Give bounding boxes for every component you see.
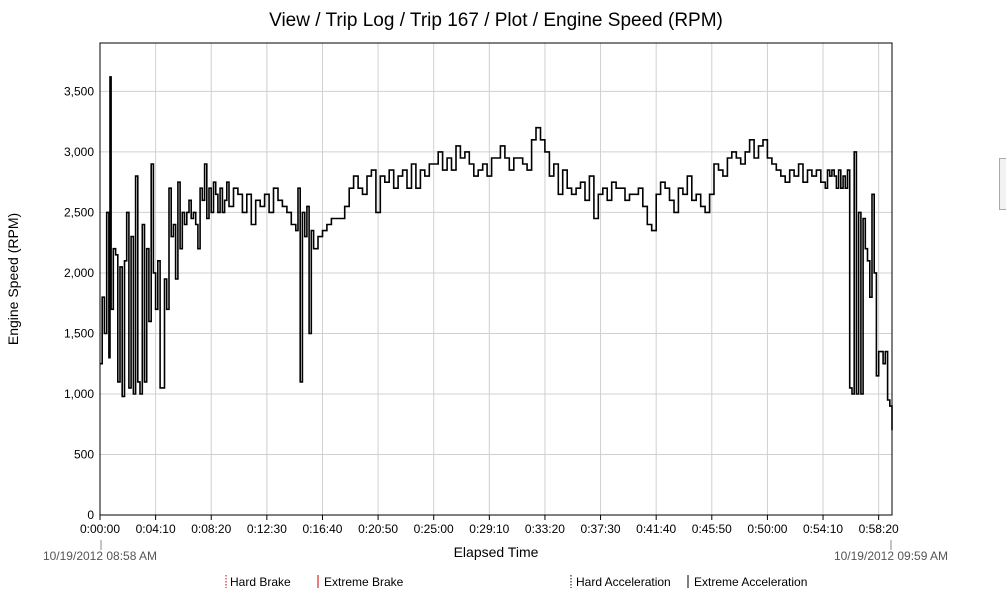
series-line-0 — [100, 76, 893, 431]
start-time-stamp: 10/19/2012 08:58 AM — [43, 549, 157, 563]
x-tick-label: 0:33:20 — [525, 522, 565, 536]
x-tick-label: 0:50:00 — [747, 522, 787, 536]
x-tick-label: 0:12:30 — [247, 522, 287, 536]
x-tick-label: 0:41:40 — [636, 522, 676, 536]
plot-border — [99, 42, 893, 516]
x-tick-label: 0:20:50 — [358, 522, 398, 536]
legend-item-hard-brake: Hard Brake — [225, 575, 291, 589]
legend-item-extreme-acceleration: Extreme Acceleration — [687, 575, 807, 589]
y-tick-label: 0 — [87, 508, 94, 522]
y-tick-label: 3,500 — [64, 84, 94, 98]
x-tick-label: 0:08:20 — [191, 522, 231, 536]
legend: Hard Brake Extreme Brake Hard Accelerati… — [225, 575, 807, 589]
x-tick-label: 0:58:20 — [859, 522, 899, 536]
y-tick-label: 2,000 — [64, 266, 94, 280]
legend-item-extreme-brake: Extreme Brake — [317, 575, 404, 589]
x-tick-label: 0:16:40 — [302, 522, 342, 536]
x-tick-label: 0:29:10 — [469, 522, 509, 536]
x-tick-label: 0:04:10 — [136, 522, 176, 536]
series-group — [100, 76, 893, 431]
scrollbar[interactable] — [999, 158, 1006, 210]
y-tick-label: 500 — [74, 447, 94, 461]
chart-title: View / Trip Log / Trip 167 / Plot / Engi… — [269, 10, 723, 31]
end-time-stamp: 10/19/2012 09:59 AM — [834, 549, 948, 563]
grid-lines — [100, 43, 892, 515]
y-axis-ticks: 0 500 1,000 1,500 2,000 2,500 3,000 3,500 — [64, 84, 94, 522]
legend-label-hard-acceleration: Hard Acceleration — [576, 575, 671, 589]
legend-item-hard-acceleration: Hard Acceleration — [570, 575, 671, 589]
x-tick-label: 0:37:30 — [581, 522, 621, 536]
x-tick-label: 0:00:00 — [80, 522, 120, 536]
y-tick-label: 1,500 — [64, 326, 94, 340]
x-axis-ticks: 0:00:00 0:04:10 0:08:20 0:12:30 0:16:40 0:20:… — [80, 515, 899, 536]
x-tick-label: 0:25:00 — [414, 522, 454, 536]
y-tick-label: 1,000 — [64, 387, 94, 401]
legend-label-hard-brake: Hard Brake — [230, 575, 291, 589]
legend-label-extreme-acceleration: Extreme Acceleration — [694, 575, 807, 589]
y-tick-label: 2,500 — [64, 205, 94, 219]
x-tick-label: 0:54:10 — [803, 522, 843, 536]
legend-label-extreme-brake: Extreme Brake — [324, 575, 404, 589]
y-axis-label: Engine Speed (RPM) — [5, 213, 21, 345]
x-tick-label: 0:45:50 — [692, 522, 732, 536]
plot-area — [100, 43, 892, 515]
x-axis-label: Elapsed Time — [454, 544, 539, 560]
y-tick-label: 3,000 — [64, 145, 94, 159]
